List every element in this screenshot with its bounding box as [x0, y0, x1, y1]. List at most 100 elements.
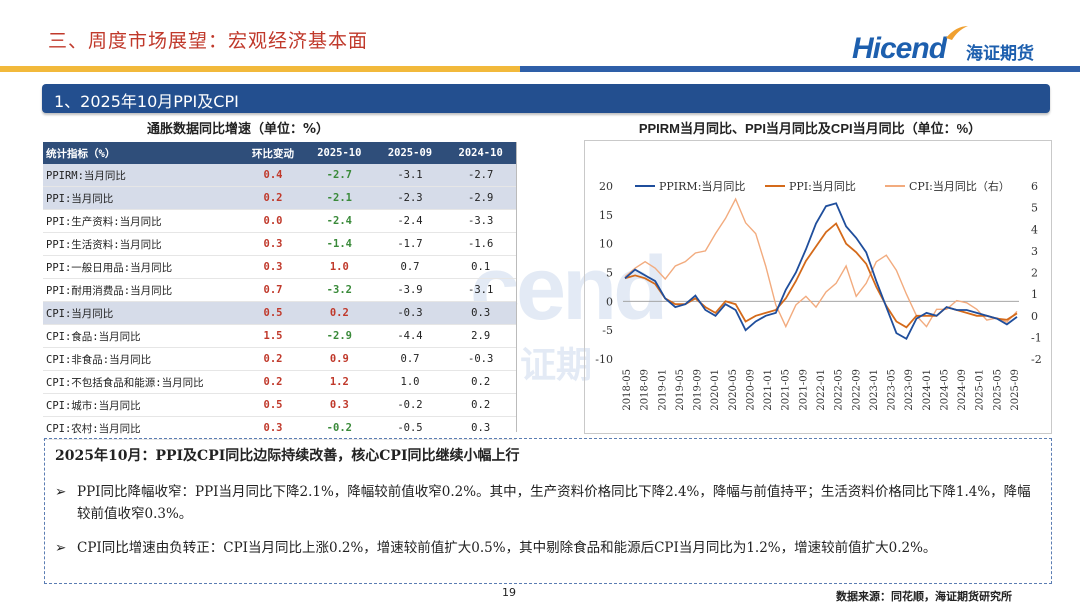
- page-title: 三、周度市场展望：宏观经济基本面: [48, 30, 369, 52]
- header-stripe-blue: [520, 66, 1080, 72]
- y-right-tick-label: 6: [1031, 180, 1038, 193]
- table-cell: -2.1: [304, 186, 375, 210]
- table-cell: 0.5: [242, 393, 304, 417]
- table-cell: 0.4: [242, 164, 304, 187]
- legend-label: PPIRM:当月同比: [659, 179, 745, 193]
- table-cell: -3.1: [374, 164, 446, 187]
- table-cell: 0.2: [242, 347, 304, 371]
- table-cell: -0.2: [374, 393, 446, 417]
- inflation-table: 统计指标（%） 环比变动 2025-10 2025-09 2024-10 PPI…: [43, 142, 516, 440]
- data-source: 数据来源：同花顺，海证期货研究所: [836, 590, 1012, 603]
- table-row: CPI:食品:当月同比 1.5 -2.9 -4.4 2.9: [43, 324, 516, 348]
- table-cell: 0.1: [445, 255, 516, 279]
- table-row: CPI:当月同比 0.5 0.2 -0.3 0.3: [43, 301, 516, 325]
- table-row: PPI:生活资料:当月同比 0.3 -1.4 -1.7 -1.6: [43, 232, 516, 256]
- table-row: CPI:非食品:当月同比 0.2 0.9 0.7 -0.3: [43, 347, 516, 371]
- table-cell: 0.2: [445, 370, 516, 394]
- table-cell: CPI:非食品:当月同比: [43, 347, 242, 371]
- table-cell: -0.3: [374, 301, 446, 325]
- table-cell: CPI:食品:当月同比: [43, 324, 242, 348]
- table-cell: 0.7: [242, 278, 304, 302]
- table-cell: 0.2: [242, 186, 304, 210]
- table-cell: 0.5: [242, 301, 304, 325]
- y-left-tick-label: -5: [602, 324, 613, 337]
- x-tick-label: 2025-05: [992, 369, 1003, 411]
- table-row: CPI:农村:当月同比 0.3 -0.2 -0.5 0.3: [43, 416, 516, 440]
- y-right-tick-label: 4: [1031, 223, 1038, 236]
- x-tick-label: 2022-01: [816, 369, 827, 411]
- table-cell: 2.9: [445, 324, 516, 348]
- y-right-tick-label: -2: [1031, 353, 1042, 366]
- table-header-row: 统计指标（%） 环比变动 2025-10 2025-09 2024-10: [43, 142, 516, 164]
- y-left-tick-label: 15: [599, 209, 613, 222]
- table-cell: -0.2: [304, 416, 375, 440]
- table-cell: 0.7: [374, 347, 446, 371]
- table-row: PPI:耐用消费品:当月同比 0.7 -3.2 -3.9 -3.1: [43, 278, 516, 302]
- series-line: [624, 202, 1018, 341]
- table-cell: PPI:生活资料:当月同比: [43, 232, 242, 256]
- table-cell: -2.9: [304, 324, 375, 348]
- series-line: [624, 197, 1018, 329]
- table-cell: PPIRM:当月同比: [43, 164, 242, 187]
- page-number: 19: [502, 586, 516, 599]
- table-cell: CPI:当月同比: [43, 301, 242, 325]
- x-tick-label: 2020-01: [710, 369, 721, 411]
- table-cell: CPI:城市:当月同比: [43, 393, 242, 417]
- bullet-arrow-icon: ➢: [55, 540, 67, 556]
- x-tick-label: 2025-09: [1010, 369, 1021, 411]
- table-cell: -3.2: [304, 278, 375, 302]
- header-stripe-yellow: [0, 66, 520, 72]
- logo-en-text: Hicend: [852, 32, 947, 65]
- table-header-cell: 环比变动: [242, 142, 304, 164]
- table-cell: -1.7: [374, 232, 446, 256]
- table-cell: -0.3: [445, 347, 516, 371]
- table-cell: -1.4: [304, 232, 375, 256]
- section-header: 1、2025年10月PPI及CPI: [42, 84, 1050, 113]
- table-cell: PPI:生产资料:当月同比: [43, 209, 242, 233]
- x-tick-label: 2024-09: [957, 369, 968, 411]
- table-cell: PPI:当月同比: [43, 186, 242, 210]
- table-header-cell: 统计指标（%）: [43, 142, 242, 164]
- y-right-tick-label: 3: [1031, 245, 1038, 258]
- section-title: 1、2025年10月PPI及CPI: [54, 92, 239, 111]
- table-cell: 0.3: [242, 255, 304, 279]
- summary-point-text: PPI同比降幅收窄：PPI当月同比下降2.1%，降幅较前值收窄0.2%。其中，生…: [77, 484, 1031, 522]
- logo-swoosh-icon: [946, 26, 968, 40]
- table-cell: -2.9: [445, 186, 516, 210]
- y-left-tick-label: -10: [595, 353, 613, 366]
- table-cell: 1.5: [242, 324, 304, 348]
- watermark-cn: 证期: [520, 345, 593, 386]
- table-row: PPI:一般日用品:当月同比 0.3 1.0 0.7 0.1: [43, 255, 516, 279]
- table-cell: -2.3: [374, 186, 446, 210]
- y-left-tick-label: 10: [599, 238, 613, 251]
- table-cell: -1.6: [445, 232, 516, 256]
- table-cell: -2.7: [304, 164, 375, 187]
- x-tick-label: 2021-05: [781, 369, 792, 411]
- table-cell: 0.7: [374, 255, 446, 279]
- legend-label: CPI:当月同比（右）: [909, 179, 1010, 193]
- table-cell: -3.1: [445, 278, 516, 302]
- legend-label: PPI:当月同比: [789, 179, 856, 193]
- chart-frame: -10 -5 0 5 10 15 20 -2 -1 0 1 2 3 4 5 6 2018-05 2018-09 20…: [584, 140, 1052, 434]
- y-left-tick-label: 0: [606, 295, 613, 308]
- table-header-cell: 2024-10: [445, 142, 516, 164]
- table-cell: 0.9: [304, 347, 375, 371]
- table-cell: 1.2: [304, 370, 375, 394]
- y-right-tick-label: -1: [1031, 331, 1042, 344]
- x-tick-label: 2022-05: [834, 369, 845, 411]
- table-cell: -2.7: [445, 164, 516, 187]
- table-cell: -3.9: [374, 278, 446, 302]
- chart-title: PPIRM当月同比、PPI当月同比及CPI当月同比（单位：%）: [638, 121, 982, 136]
- x-tick-label: 2021-01: [763, 369, 774, 411]
- table-cell: 0.2: [445, 393, 516, 417]
- x-tick-label: 2023-01: [869, 369, 880, 411]
- y-left-tick-label: 5: [606, 267, 613, 280]
- table-cell: 0.3: [242, 416, 304, 440]
- x-tick-label: 2019-05: [675, 369, 686, 411]
- y-right-tick-label: 2: [1031, 267, 1038, 280]
- x-tick-label: 2019-01: [657, 369, 668, 411]
- table-row: CPI:不包括食品和能源:当月同比 0.2 1.2 1.0 0.2: [43, 370, 516, 394]
- x-tick-label: 2023-05: [887, 369, 898, 411]
- table-cell: 1.0: [374, 370, 446, 394]
